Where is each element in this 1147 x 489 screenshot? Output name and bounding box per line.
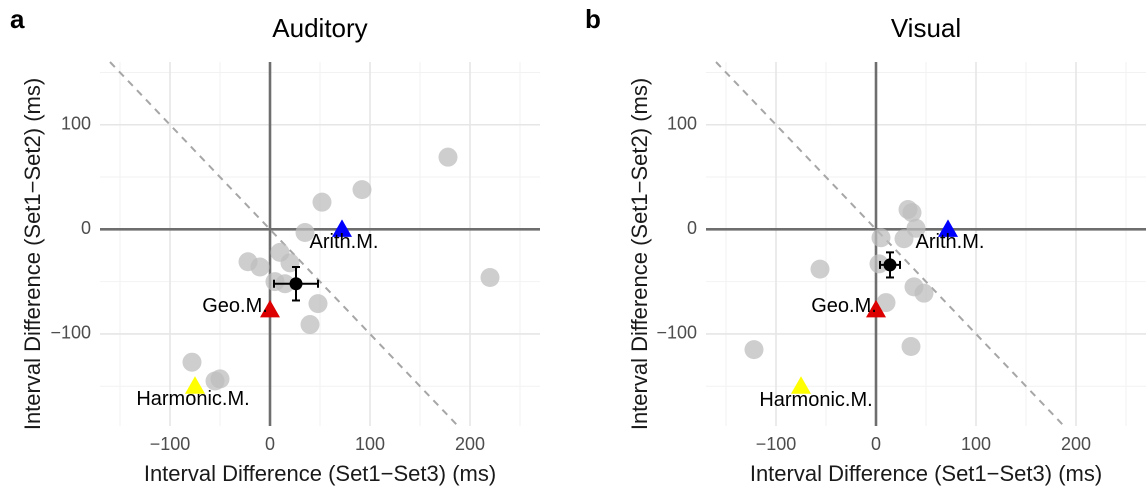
y-axis-title: Interval Difference (Set1−Set2) (ms) — [20, 78, 45, 430]
participant-point — [901, 337, 921, 357]
x-tick-label: 200 — [455, 434, 485, 454]
participant-point — [182, 352, 202, 372]
x-tick-label: 200 — [1061, 434, 1091, 454]
participant-point — [894, 229, 914, 249]
reference-marker-arith-m — [938, 219, 958, 237]
plot-area: Arith.M. Geo.M. Harmonic.M. −100 0 100 200 −100… — [656, 61, 1146, 454]
participant-point — [914, 283, 934, 303]
reference-label: Harmonic.M. — [136, 388, 249, 410]
reference-label: Geo.M. — [202, 295, 268, 317]
x-tick-label: 100 — [961, 434, 991, 454]
reference-label: Arith.M. — [916, 231, 985, 253]
reference-marker-harmonic-m — [791, 376, 811, 394]
reference-marker-geo-m — [260, 299, 280, 318]
group-mean — [273, 266, 319, 302]
participant-points — [182, 147, 500, 391]
y-tick-label: −100 — [50, 323, 91, 343]
mean-point — [883, 258, 897, 272]
x-tick-label: −100 — [756, 434, 797, 454]
participant-point — [352, 180, 372, 200]
participant-point — [902, 203, 922, 223]
panel-auditory: a Auditory Arith.M. Geo.M. Harmonic.M. −100… — [10, 4, 540, 486]
participant-point — [480, 267, 500, 287]
reference-marker-harmonic-m — [185, 376, 205, 394]
x-axis-title: Interval Difference (Set1−Set3) (ms) — [750, 461, 1102, 486]
panel-letter: b — [585, 4, 601, 34]
y-axis-title: Interval Difference (Set1−Set2) (ms) — [627, 78, 652, 430]
participant-point — [438, 147, 458, 167]
y-tick-label: −100 — [656, 323, 697, 343]
y-tick-label: 100 — [667, 114, 697, 134]
x-tick-label: 100 — [355, 434, 385, 454]
group-mean — [879, 251, 901, 279]
participant-point — [876, 293, 896, 313]
x-tick-label: 0 — [265, 434, 275, 454]
participant-point — [871, 228, 891, 248]
mean-point — [289, 277, 303, 291]
reference-label: Geo.M. — [811, 295, 877, 317]
participant-points — [744, 199, 934, 360]
participant-point — [205, 371, 225, 391]
y-tick-label: 0 — [81, 218, 91, 238]
panel-visual: b Visual Arith.M. Geo.M. Harmonic.M. −100 0 1… — [585, 4, 1146, 486]
plot-area: Arith.M. Geo.M. Harmonic.M. −100 0 100 200 −100… — [50, 61, 540, 454]
participant-point — [744, 340, 764, 360]
participant-point — [295, 222, 315, 242]
participant-point — [250, 257, 270, 277]
y-tick-label: 100 — [61, 114, 91, 134]
participant-point — [300, 315, 320, 335]
participant-point — [810, 259, 830, 279]
reference-marker-geo-m — [866, 299, 886, 318]
reference-label: Arith.M. — [310, 231, 379, 253]
x-tick-label: 0 — [871, 434, 881, 454]
reference-line-diagonal — [715, 61, 1065, 427]
chart-title: Visual — [891, 13, 961, 43]
x-tick-label: −100 — [150, 434, 191, 454]
panel-letter: a — [10, 4, 25, 34]
grid-minor — [100, 62, 540, 426]
x-axis-title: Interval Difference (Set1−Set3) (ms) — [144, 461, 496, 486]
participant-point — [308, 294, 328, 314]
participant-point — [312, 192, 332, 212]
reference-label: Harmonic.M. — [759, 389, 872, 411]
y-tick-label: 0 — [687, 218, 697, 238]
chart-title: Auditory — [272, 13, 367, 43]
reference-marker-arith-m — [332, 219, 352, 237]
